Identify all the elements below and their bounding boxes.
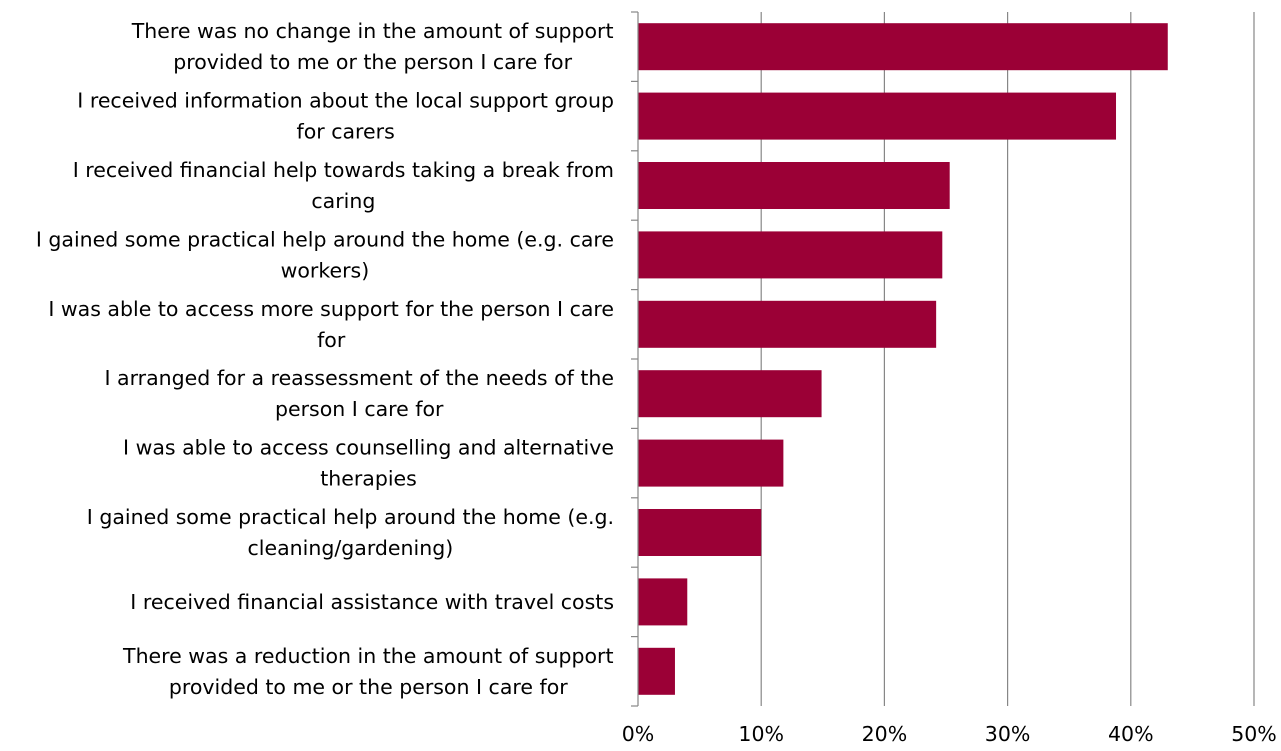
bar-2	[638, 92, 1117, 140]
svg-text:I received financial assistanc: I received financial assistance with tra…	[130, 590, 614, 614]
bar-9	[638, 578, 688, 626]
svg-text:There was no change in the amo: There was no change in the amount of sup…	[131, 19, 614, 74]
bar-6	[638, 370, 822, 418]
category-label-line: provided to me or the person I care for	[169, 675, 568, 699]
svg-text:I received information about t: I received information about the local s…	[77, 89, 614, 144]
x-tick-label: 40%	[1108, 722, 1154, 746]
category-label-line: workers)	[281, 258, 370, 282]
x-tick-label: 0%	[622, 722, 655, 746]
svg-text:I was able to access more supp: I was able to access more support for th…	[48, 297, 614, 352]
category-label-line: for carers	[297, 120, 395, 144]
category-label-line: therapies	[320, 467, 417, 491]
category-label-5: I was able to access more support for th…	[48, 297, 614, 352]
svg-text:I was able to access counselli: I was able to access counselling and alt…	[123, 436, 614, 491]
category-label-7: I was able to access counselling and alt…	[123, 436, 614, 491]
bar-4	[638, 231, 943, 279]
x-tick-label: 50%	[1231, 722, 1277, 746]
x-tick-label: 20%	[862, 722, 908, 746]
category-label-line: I gained some practical help around the …	[36, 227, 614, 251]
category-label-line: There was no change in the amount of sup…	[131, 19, 614, 43]
x-tick-label: 10%	[738, 722, 784, 746]
category-label-1: There was no change in the amount of sup…	[131, 19, 614, 74]
category-label-line: There was a reduction in the amount of s…	[122, 644, 613, 668]
bar-8	[638, 509, 762, 556]
bar-5	[638, 300, 937, 348]
category-label-9: I received financial assistance with tra…	[130, 590, 614, 614]
category-label-line: I received financial assistance with tra…	[130, 590, 614, 614]
category-label-line: I received information about the local s…	[77, 89, 614, 113]
bars	[638, 23, 1168, 695]
bar-1	[638, 23, 1168, 71]
category-label-line: I gained some practical help around the …	[87, 505, 614, 529]
category-label-line: cleaning/gardening)	[248, 536, 454, 560]
category-label-line: for	[317, 328, 346, 352]
category-label-4: I gained some practical help around the …	[36, 227, 614, 282]
axes	[631, 11, 639, 707]
x-tick-label: 30%	[985, 722, 1031, 746]
category-label-line: I arranged for a reassessment of the nee…	[104, 366, 614, 390]
category-label-line: provided to me or the person I care for	[173, 50, 572, 74]
category-label-line: caring	[311, 189, 375, 213]
svg-text:I gained some practical help a: I gained some practical help around the …	[87, 505, 614, 560]
category-labels: There was no change in the amount of sup…	[36, 19, 614, 699]
bar-3	[638, 162, 950, 209]
category-label-line: I was able to access more support for th…	[48, 297, 614, 321]
svg-text:I received financial help towa: I received financial help towards taking…	[73, 158, 614, 213]
svg-text:I arranged for a reassessment: I arranged for a reassessment of the nee…	[104, 366, 614, 421]
category-label-8: I gained some practical help around the …	[87, 505, 614, 560]
category-label-3: I received financial help towards taking…	[73, 158, 614, 213]
bar-7	[638, 439, 784, 487]
svg-text:I gained some practical help a: I gained some practical help around the …	[36, 227, 614, 282]
category-label-line: person I care for	[275, 397, 444, 421]
category-label-line: I received financial help towards taking…	[73, 158, 614, 182]
bar-10	[638, 647, 675, 695]
category-label-10: There was a reduction in the amount of s…	[122, 644, 613, 699]
svg-text:There was a reduction in the a: There was a reduction in the amount of s…	[122, 644, 613, 699]
category-label-2: I received information about the local s…	[77, 89, 614, 144]
x-tick-labels: 0% 10% 20% 30% 40% 50%	[622, 722, 1277, 746]
category-label-6: I arranged for a reassessment of the nee…	[104, 366, 614, 421]
category-label-line: I was able to access counselling and alt…	[123, 436, 614, 460]
